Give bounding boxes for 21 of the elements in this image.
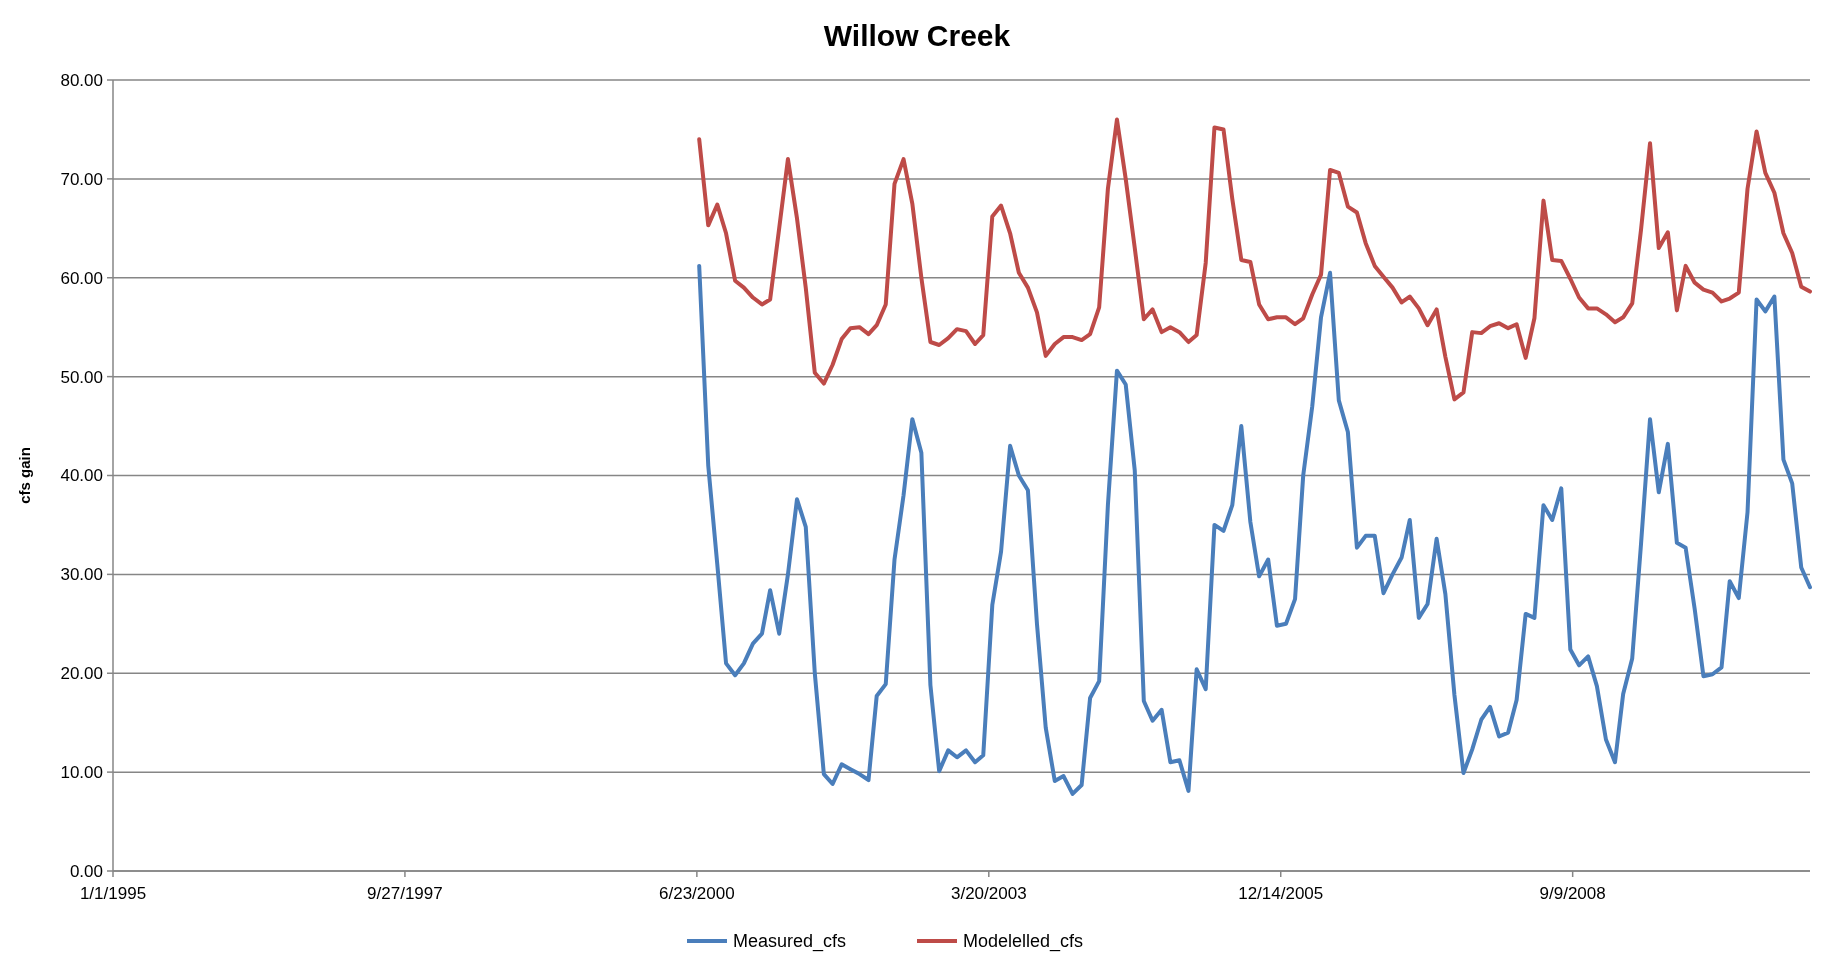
y-tick-label: 20.00	[60, 664, 103, 684]
y-tick-label: 10.00	[60, 763, 103, 783]
legend-label: Measured_cfs	[733, 931, 847, 953]
line-series	[697, 117, 1812, 402]
x-tick-label: 1/1/1995	[79, 884, 147, 903]
legend-label: Modelelled_cfs	[963, 931, 1084, 953]
chart-title: Willow Creek	[823, 19, 1011, 52]
y-tick-label: 80.00	[60, 70, 103, 90]
y-axis-title: cfs gain	[16, 447, 33, 504]
y-tick-label: 40.00	[60, 466, 103, 486]
x-tick-label: 3/20/2003	[950, 884, 1027, 903]
y-tick-label: 0.00	[69, 861, 103, 881]
y-tick-label: 50.00	[60, 367, 103, 387]
x-tick-label: 9/27/1997	[367, 884, 443, 903]
x-tick-label: 9/9/2008	[1539, 884, 1606, 903]
line-series	[697, 263, 1812, 796]
y-tick-label: 30.00	[60, 565, 103, 585]
x-tick-label: 6/23/2000	[659, 884, 735, 903]
y-tick-label: 70.00	[60, 169, 103, 189]
y-tick-label: 60.00	[60, 268, 103, 288]
x-tick-label: 12/14/2005	[1238, 884, 1324, 903]
